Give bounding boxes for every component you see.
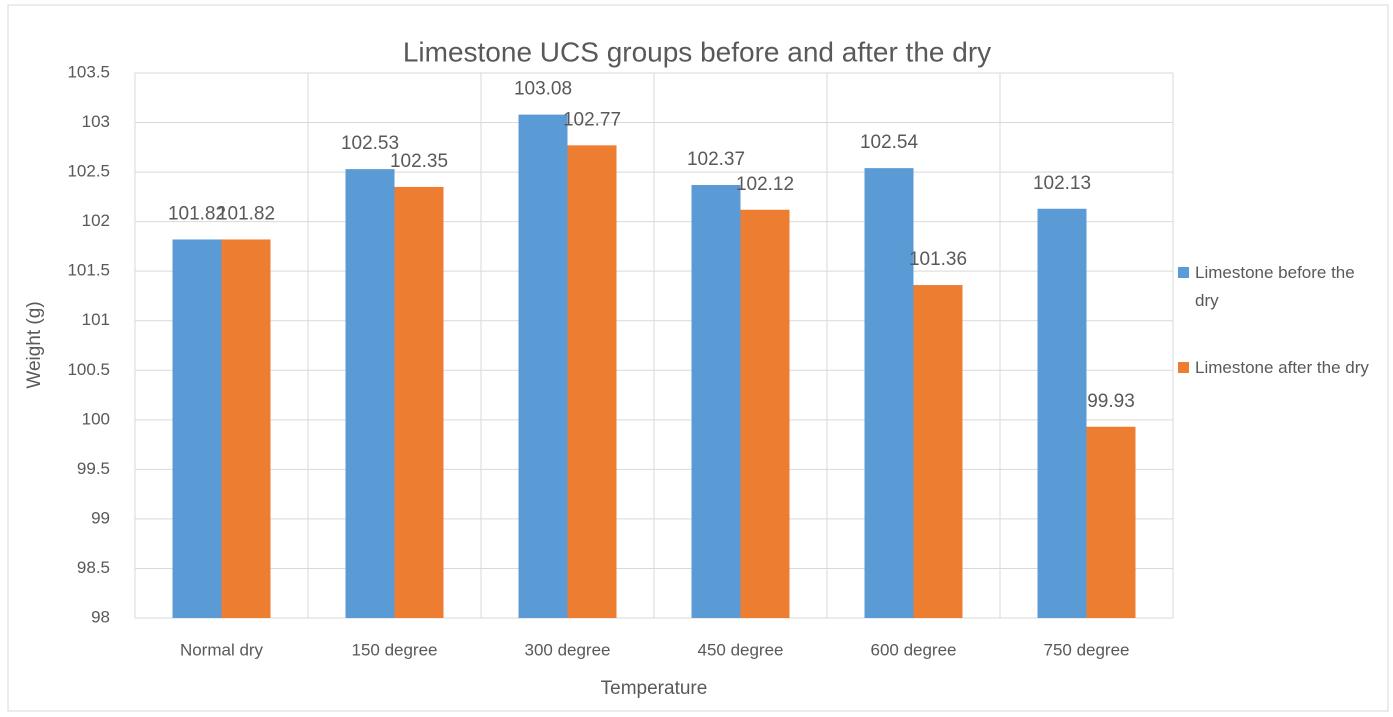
legend-swatch (1178, 362, 1189, 373)
y-tick-label: 98.5 (77, 558, 110, 577)
data-label: 102.12 (736, 174, 794, 195)
x-tick-label: Normal dry (180, 640, 264, 659)
data-label: 102.37 (687, 149, 745, 170)
bar (567, 145, 617, 618)
legend-item: Limestone before the dry (1178, 259, 1378, 315)
bar (864, 168, 914, 619)
legend-label: Limestone after the dry (1195, 358, 1369, 377)
y-tick-label: 99.5 (77, 459, 110, 478)
data-label: 101.82 (217, 203, 275, 224)
bar (1086, 426, 1136, 618)
chart-title: Limestone UCS groups before and after th… (403, 36, 991, 67)
data-label: 102.53 (341, 133, 399, 154)
y-axis-title: Weight (g) (24, 301, 45, 388)
legend-item: Limestone after the dry (1178, 354, 1378, 382)
y-tick-label: 101.5 (67, 261, 110, 280)
x-axis-title: Temperature (601, 678, 708, 699)
data-label: 99.93 (1087, 391, 1135, 412)
bar (913, 285, 963, 618)
x-tick-label: 450 degree (697, 640, 783, 659)
y-tick-label: 103.5 (67, 62, 110, 81)
y-tick-label: 100.5 (67, 360, 110, 379)
x-tick-label: 750 degree (1043, 640, 1129, 659)
bar (221, 239, 271, 619)
bar (172, 239, 222, 619)
bar (1037, 208, 1087, 618)
x-tick-label: 150 degree (351, 640, 437, 659)
x-tick-label: 600 degree (870, 640, 956, 659)
y-tick-label: 98 (91, 607, 110, 626)
bar (518, 114, 568, 619)
data-label: 101.82 (168, 203, 226, 224)
bar (740, 209, 790, 618)
bar (345, 169, 395, 619)
y-tick-label: 102.5 (67, 162, 110, 181)
legend-label: Limestone before the dry (1195, 263, 1355, 310)
y-tick-label: 101 (82, 310, 110, 329)
data-label: 103.08 (514, 79, 572, 100)
legend-swatch (1178, 267, 1189, 278)
y-tick-label: 99 (91, 508, 110, 527)
data-label: 101.36 (909, 249, 967, 270)
data-label: 102.54 (860, 132, 919, 153)
x-tick-label: 300 degree (524, 640, 610, 659)
data-label: 102.13 (1033, 173, 1091, 194)
bar (394, 186, 444, 619)
y-tick-label: 103 (82, 112, 110, 131)
data-label: 102.77 (563, 109, 621, 130)
y-tick-label: 100 (82, 409, 110, 428)
y-tick-label: 102 (82, 211, 110, 230)
data-label: 102.35 (390, 151, 448, 172)
bar (691, 184, 741, 619)
